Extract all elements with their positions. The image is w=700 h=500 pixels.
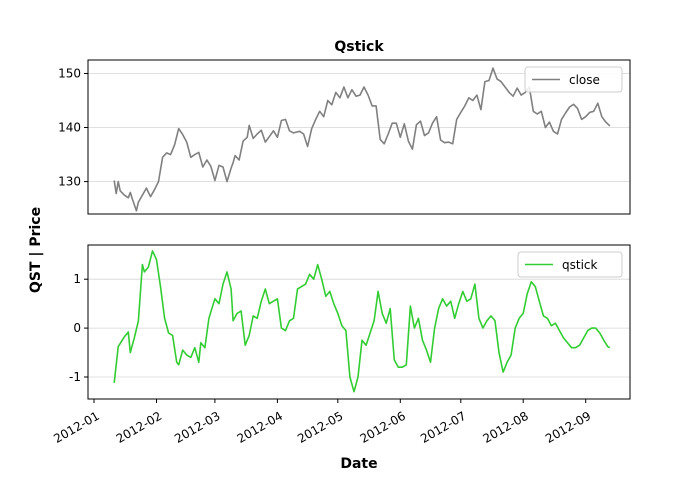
x-ticks: 2012-01 2012-02 2012-03 2012-04 2012-05 2012-… <box>51 399 593 446</box>
y-tick-label: 150 <box>58 67 81 81</box>
qst-panel: -1 0 1 qstick <box>69 244 631 400</box>
price-y-ticks: 130 140 150 <box>58 67 88 189</box>
x-tick-label: 2012-04 <box>235 409 285 446</box>
x-tick-label: 2012-03 <box>172 409 222 446</box>
series-line-qstick <box>113 250 611 393</box>
price-series <box>113 67 611 212</box>
price-legend: close <box>524 66 623 93</box>
y-tick-label: 1 <box>73 272 81 286</box>
price-panel: 130 140 150 close <box>58 59 631 215</box>
x-tick-label: 2012-05 <box>295 409 345 446</box>
y-tick-label: 0 <box>73 321 81 335</box>
legend-box <box>524 66 623 93</box>
chart-title: Qstick <box>334 39 384 55</box>
y-tick-label: 130 <box>58 175 81 189</box>
legend-label: close <box>569 73 600 87</box>
qst-y-ticks: -1 0 1 <box>69 272 88 384</box>
x-tick-label: 2012-07 <box>418 409 468 446</box>
x-tick-label: 2012-09 <box>543 409 593 446</box>
y-tick-label: 140 <box>58 121 81 135</box>
qst-axes-frame <box>87 244 631 400</box>
series-line-close <box>113 67 611 212</box>
y-tick-label: -1 <box>69 370 81 384</box>
x-tick-label: 2012-08 <box>480 409 530 446</box>
x-tick-label: 2012-06 <box>358 409 408 446</box>
qst-legend: qstick <box>517 251 623 278</box>
x-tick-label: 2012-01 <box>51 409 101 446</box>
x-tick-label: 2012-02 <box>114 409 164 446</box>
legend-label: qstick <box>562 258 598 272</box>
y-axis-label: QST | Price <box>28 207 44 293</box>
legend-box <box>517 251 623 278</box>
qst-series <box>113 250 611 393</box>
qst-grid <box>88 278 630 378</box>
x-axis-label: Date <box>340 456 377 472</box>
price-axes-frame <box>87 59 631 215</box>
